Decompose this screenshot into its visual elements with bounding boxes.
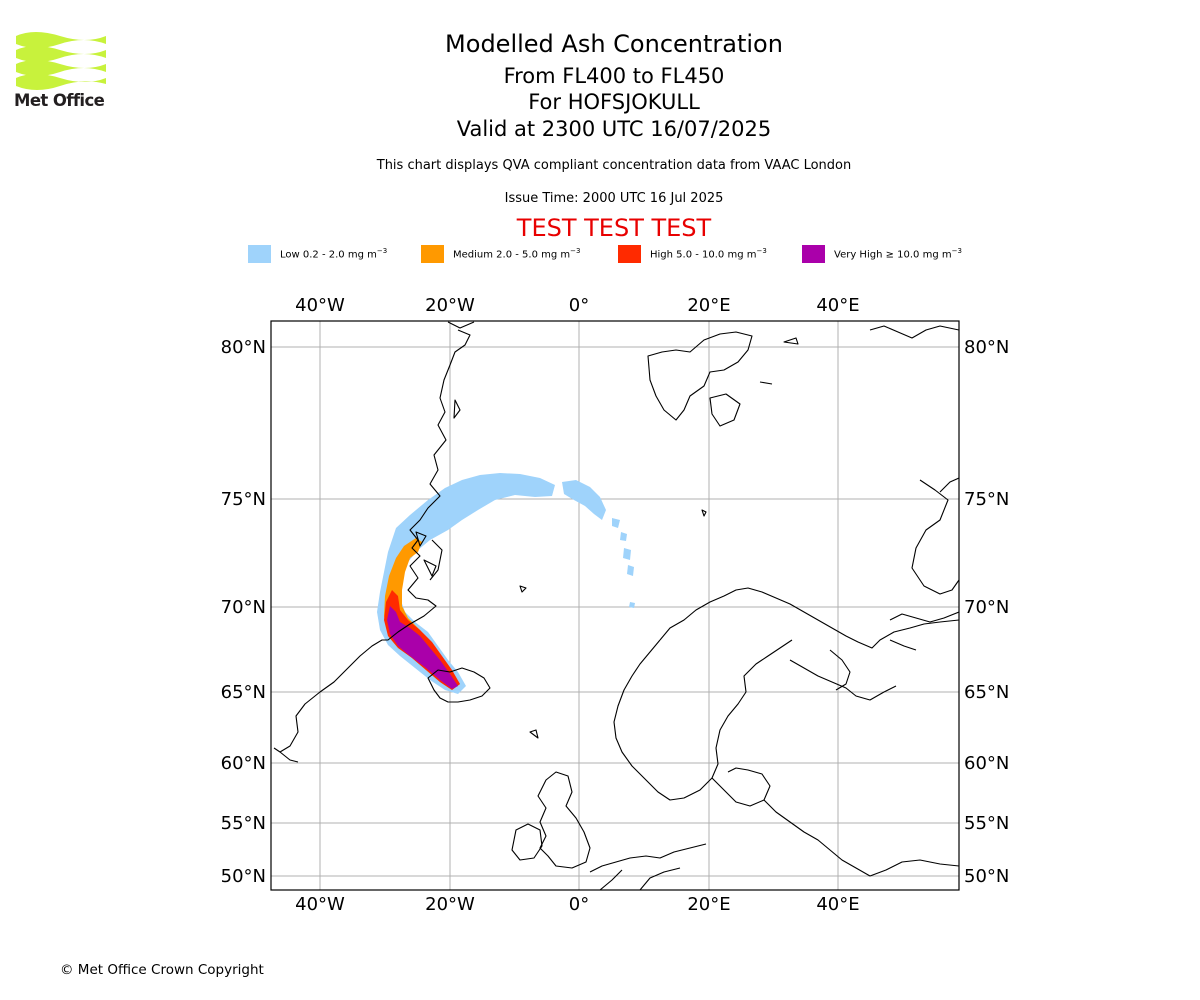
ash-medium-region [384, 538, 460, 690]
map-frame [270, 320, 960, 891]
legend-label-low: Low 0.2 - 2.0 mg m−3 [280, 247, 388, 261]
ash-very-high-region [387, 606, 458, 689]
iceland-coast [427, 667, 491, 703]
uk-coast [537, 771, 591, 869]
copyright-notice: © Met Office Crown Copyright [60, 962, 264, 978]
lat-label: 60°N [221, 753, 266, 774]
lon-label: 20°W [425, 894, 475, 915]
lat-label: 65°N [221, 682, 266, 703]
lat-label: 80°N [221, 337, 266, 358]
lon-label: 20°E [687, 295, 730, 316]
met-office-wave-icon [16, 32, 106, 90]
chart-description: This chart displays QVA compliant concen… [376, 158, 852, 173]
met-office-logo: Met Office [14, 30, 110, 112]
gridlines [271, 321, 959, 890]
lon-label: 40°W [295, 894, 345, 915]
ireland-coast [511, 823, 543, 861]
lat-label: 75°N [964, 489, 1009, 510]
lon-labels-top: 40°W 20°W 0° 20°E 40°E [295, 295, 859, 316]
flight-level-subtitle: From FL400 to FL450 [503, 64, 725, 88]
lat-label: 75°N [221, 489, 266, 510]
legend-swatch-high [618, 245, 641, 263]
logo-text: Met Office [14, 91, 105, 110]
legend-swatch-very-high [802, 245, 825, 263]
issue-time: Issue Time: 2000 UTC 16 Jul 2025 [504, 191, 724, 206]
lat-label: 50°N [964, 866, 1009, 887]
lon-label: 20°E [687, 894, 730, 915]
legend-swatch-medium [421, 245, 444, 263]
coastlines [273, 321, 959, 890]
lat-label: 55°N [221, 813, 266, 834]
lat-labels-left: 80°N 75°N 70°N 65°N 60°N 55°N 50°N [221, 337, 266, 887]
lon-label: 0° [569, 894, 589, 915]
chart-title: Modelled Ash Concentration [445, 30, 783, 58]
lon-label: 40°E [816, 295, 859, 316]
volcano-subtitle: For HOFSJOKULL [528, 90, 700, 114]
valid-time-subtitle: Valid at 2300 UTC 16/07/2025 [456, 117, 772, 141]
lat-label: 70°N [964, 597, 1009, 618]
svalbard-coast [647, 331, 753, 421]
lat-label: 80°N [964, 337, 1009, 358]
lat-label: 55°N [964, 813, 1009, 834]
lat-label: 60°N [964, 753, 1009, 774]
lat-labels-right: 80°N 75°N 70°N 65°N 60°N 55°N 50°N [964, 337, 1009, 887]
lon-labels-bottom: 40°W 20°W 0° 20°E 40°E [295, 894, 859, 915]
lat-label: 65°N [964, 682, 1009, 703]
legend-swatch-low [248, 245, 271, 263]
scandinavia-coast [659, 587, 959, 649]
legend-label-medium: Medium 2.0 - 5.0 mg m−3 [453, 247, 581, 261]
lon-label: 40°W [295, 295, 345, 316]
lat-label: 50°N [221, 866, 266, 887]
legend-label-very-high: Very High ≥ 10.0 mg m−3 [834, 247, 962, 261]
lon-label: 0° [569, 295, 589, 316]
lat-label: 70°N [221, 597, 266, 618]
legend-label-high: High 5.0 - 10.0 mg m−3 [650, 247, 767, 261]
test-banner: TEST TEST TEST [516, 214, 712, 242]
lon-label: 40°E [816, 894, 859, 915]
lon-label: 20°W [425, 295, 475, 316]
greenland-coast [273, 329, 471, 753]
